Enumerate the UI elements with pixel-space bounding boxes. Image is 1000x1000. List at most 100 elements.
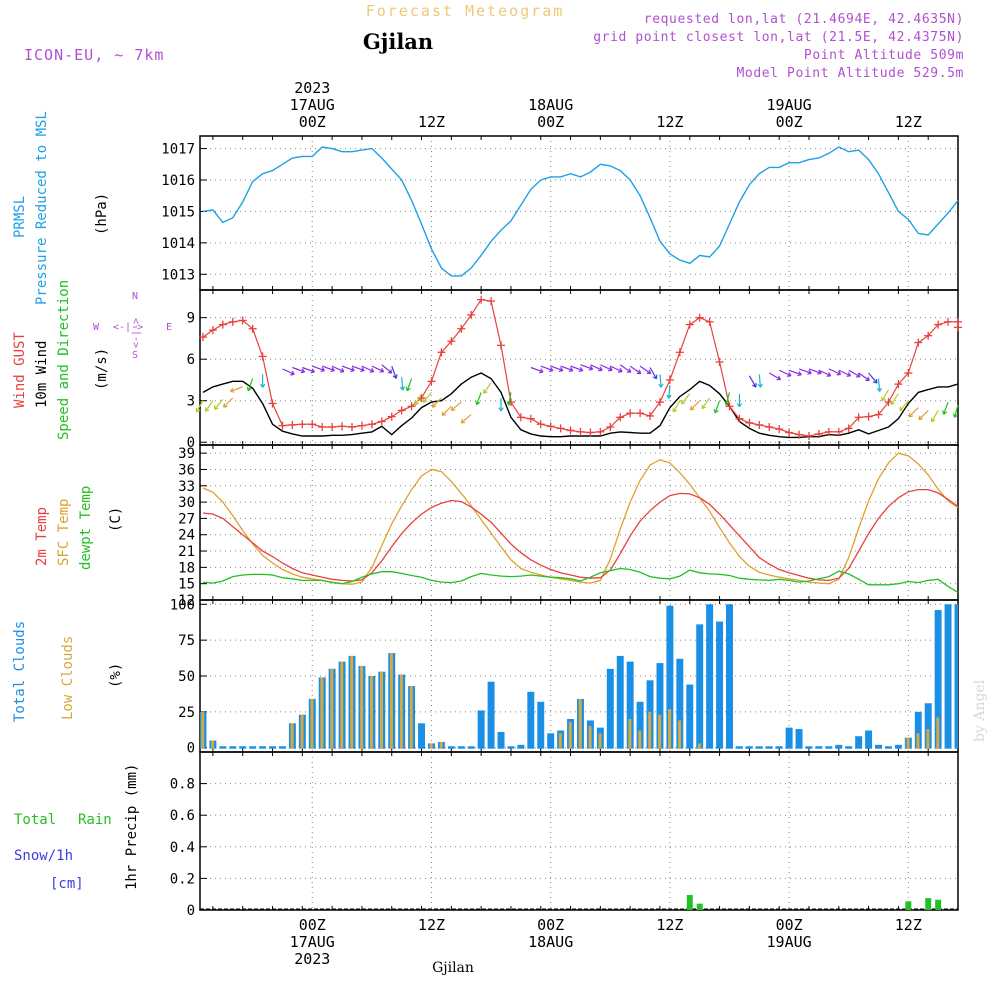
ytick-label: 3 bbox=[187, 394, 195, 410]
wind-barb-head bbox=[223, 405, 228, 408]
low-cloud-bar bbox=[916, 733, 920, 749]
low-cloud-bar bbox=[360, 665, 364, 749]
compass-w: W bbox=[93, 322, 100, 333]
wind-barb bbox=[431, 397, 442, 408]
wind-barb-head bbox=[291, 370, 295, 375]
wind-barb-shaft bbox=[725, 392, 731, 406]
wind-barb-head bbox=[392, 375, 397, 379]
ytick-label: 1015 bbox=[161, 204, 195, 220]
wind-barb-head bbox=[360, 369, 365, 373]
low-cloud-bar bbox=[648, 711, 652, 749]
wind-barb bbox=[282, 368, 295, 376]
wind-barb bbox=[666, 385, 672, 399]
gust-marker bbox=[208, 326, 217, 335]
gust-marker bbox=[665, 375, 674, 384]
gust-marker bbox=[904, 369, 913, 378]
wind-barb-head bbox=[405, 386, 408, 391]
wind-barb-head bbox=[619, 367, 623, 372]
low-cloud-bar bbox=[429, 743, 433, 749]
total-clouds-label: Total Clouds bbox=[12, 621, 28, 722]
total-cloud-bar bbox=[418, 723, 426, 749]
wind-barb-head bbox=[836, 373, 841, 376]
wind-barb bbox=[450, 401, 462, 412]
wind-barb bbox=[952, 404, 959, 418]
meteogram-title: Forecast Meteogram bbox=[366, 2, 565, 20]
wind-barb-head bbox=[431, 403, 434, 408]
gust-label: Wind GUST bbox=[12, 332, 28, 408]
wind-barb-shaft bbox=[312, 365, 325, 372]
wind-barb-head bbox=[414, 402, 419, 406]
wind-barb-shaft bbox=[414, 393, 423, 406]
gust-marker bbox=[626, 409, 635, 418]
wind-barb-head bbox=[931, 419, 936, 423]
wind-barb bbox=[619, 364, 632, 373]
snow-unit: [cm] bbox=[50, 876, 84, 892]
wind-barb-shaft bbox=[788, 369, 802, 376]
total-cloud-bar bbox=[775, 746, 783, 749]
wind-barb-head bbox=[387, 371, 392, 374]
gust-marker bbox=[954, 323, 962, 332]
wind-barb-head bbox=[599, 366, 603, 371]
wind-barb-shaft bbox=[890, 393, 899, 405]
ytick-label: 12 bbox=[178, 593, 195, 609]
wind-barb-shaft bbox=[247, 378, 254, 391]
dew-label: dewpt Temp bbox=[78, 486, 94, 570]
low-cloud-bar bbox=[578, 698, 582, 749]
wind-barb bbox=[230, 386, 243, 393]
total-cloud-bar bbox=[924, 703, 932, 749]
total-cloud-bar bbox=[269, 746, 276, 749]
wind-barb-head bbox=[681, 401, 686, 405]
ytick-label: 0 bbox=[187, 435, 195, 451]
wind-barb-head bbox=[508, 401, 512, 406]
total-cloud-bar bbox=[656, 663, 664, 749]
wind-barb bbox=[876, 378, 883, 392]
gust-marker bbox=[814, 429, 823, 438]
wind-barb-shaft bbox=[808, 368, 822, 374]
wind-barb-shaft bbox=[331, 365, 345, 373]
compass-n: N bbox=[132, 291, 138, 302]
wind-barb-head bbox=[230, 390, 235, 393]
wind-barb bbox=[422, 392, 432, 403]
top-time-label: 19AUG bbox=[767, 96, 812, 114]
wind-barb-head bbox=[483, 391, 488, 394]
total-cloud-bar bbox=[606, 668, 614, 749]
total-cloud-bar bbox=[825, 746, 833, 749]
wind-barb bbox=[341, 365, 355, 373]
wind-barb-head bbox=[301, 368, 306, 373]
gust-marker bbox=[735, 414, 744, 423]
ytick-label: 15 bbox=[178, 577, 195, 593]
wind-barb bbox=[724, 392, 731, 406]
gust-marker bbox=[268, 399, 277, 408]
gust-marker bbox=[566, 426, 575, 435]
total-cloud-bar bbox=[855, 736, 863, 749]
total-cloud-bar bbox=[239, 746, 247, 749]
wind-barb bbox=[550, 365, 564, 373]
top-time-label: 12Z bbox=[418, 113, 445, 131]
low-cloud-bar bbox=[598, 733, 602, 749]
wind-barb-shaft bbox=[768, 372, 781, 381]
gust-marker bbox=[238, 316, 247, 325]
wind-barb bbox=[930, 410, 939, 423]
wind-barb bbox=[672, 400, 681, 413]
gust-marker bbox=[646, 411, 655, 420]
wind-barb-head bbox=[714, 410, 719, 414]
wind-barb-shaft bbox=[204, 400, 214, 412]
wind-barb-head bbox=[569, 367, 574, 371]
wind-barb bbox=[881, 389, 889, 402]
wind-barb-head bbox=[351, 367, 355, 371]
wind-barb-head bbox=[857, 372, 861, 378]
wind-barb-head bbox=[341, 367, 345, 372]
gust-marker bbox=[228, 317, 237, 326]
wind-barb-head bbox=[752, 384, 757, 388]
gust-marker bbox=[596, 427, 605, 436]
wind-barb bbox=[649, 367, 658, 380]
wind-barb-head bbox=[406, 387, 411, 392]
wind-barb-head bbox=[558, 369, 564, 373]
gust-marker bbox=[685, 320, 694, 329]
gust-marker bbox=[914, 338, 923, 347]
requested-coords: requested lon,lat (21.4694E, 42.4635N) bbox=[644, 12, 964, 27]
clouds-unit: (%) bbox=[108, 663, 124, 688]
gust-marker bbox=[367, 420, 376, 429]
low-cloud-bar bbox=[211, 740, 215, 749]
wind-barb bbox=[540, 365, 554, 373]
